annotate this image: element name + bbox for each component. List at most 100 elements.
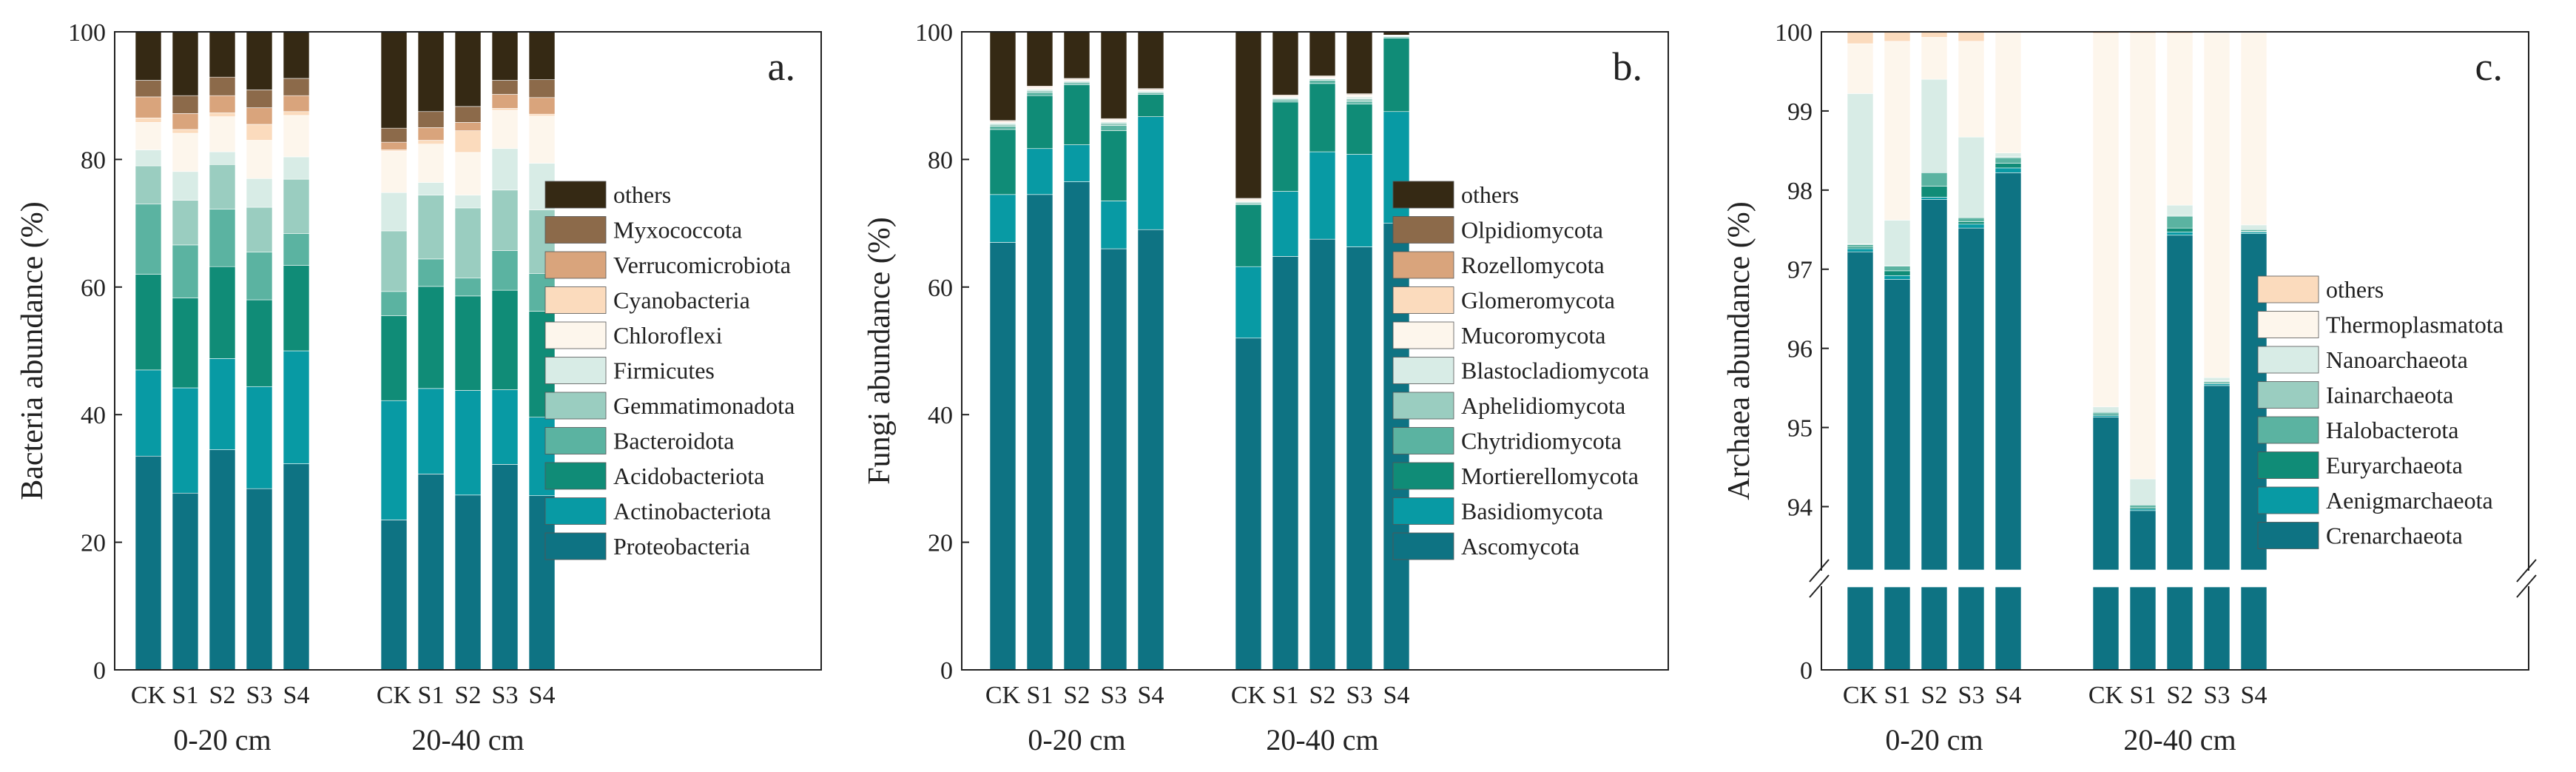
bar-segment-c-7-thermoplasmatota-upper [2129, 33, 2157, 480]
bar-segment-b-4-mortierellomycota [1100, 130, 1127, 201]
bar-segment-c-10-thermoplasmatota-upper [2240, 32, 2268, 226]
bar-segment-a-1-others [135, 31, 162, 81]
bar-segment-a-1-proteobacteria [135, 455, 162, 671]
bar-segment-c-7-euryarchaeota-upper [2129, 507, 2157, 509]
bar-segment-a-8-firmicutes [454, 195, 482, 209]
x-tick-label: S4 [529, 682, 556, 709]
bar-segment-a-3-cyanobacteria [209, 113, 236, 117]
bar-segment-b-2-aphelidiomycota [1026, 90, 1053, 93]
bar-segment-a-5-others [283, 31, 310, 79]
legend-swatch [2257, 275, 2319, 303]
x-tick-label: S4 [1995, 682, 2022, 709]
bar-segment-b-8-ascomycota [1309, 238, 1336, 671]
legend-swatch [1392, 321, 1454, 349]
bar-segment-c-6-halobacterota-upper [2092, 412, 2120, 414]
y-tick-label: 0 [1800, 657, 1813, 685]
legend-swatch [2257, 381, 2319, 409]
legend-swatch [2257, 452, 2319, 479]
bar-segment-b-1-aphelidiomycota [989, 124, 1016, 127]
bar-segment-b-4-ascomycota [1100, 248, 1127, 671]
legend-label: Myxococcota [613, 217, 742, 244]
bar-segment-c-10-nanoarchaeota-upper [2240, 224, 2268, 229]
legend-swatch [1392, 251, 1454, 279]
bar-segment-b-10-mortierellomycota [1383, 38, 1410, 113]
bar-segment-a-9-others [491, 31, 519, 81]
legend-swatch [1392, 427, 1454, 454]
legend-label: Rozellomycota [1461, 252, 1605, 278]
bar-segment-a-2-others [172, 31, 199, 96]
bar-segment-c-1-nanoarchaeota-upper [1847, 93, 1874, 244]
bar-segment-a-1-verrucomicrobiota [135, 96, 162, 118]
bar-segment-a-8-others [454, 31, 482, 107]
bar-segment-a-6-myxococcota [380, 127, 408, 143]
bar-segment-a-2-verrucomicrobiota [172, 113, 199, 130]
bar-segment-b-5-others [1137, 31, 1164, 90]
bar-segment-c-9-thermoplasmatota-upper [2203, 32, 2231, 378]
y-tick-label: 80 [928, 147, 953, 174]
bar-segment-c-1-euryarchaeota-upper [1847, 246, 1874, 249]
bar-segment-c-10-crenarchaeota [2240, 586, 2268, 671]
bar-segment-c-3-halobacterota-upper [1921, 172, 1948, 187]
legend-swatch [1392, 392, 1454, 420]
bar-segment-a-2-acidobacteriota [172, 298, 199, 389]
bar-segment-a-7-verrucomicrobiota [417, 127, 445, 141]
bar-segment-c-8-nanoarchaeota-upper [2166, 204, 2194, 216]
bar-segment-b-1-mortierellomycota [989, 129, 1016, 195]
bar-segment-a-7-firmicutes [417, 182, 445, 195]
bar-segment-a-4-acidobacteriota [246, 299, 273, 387]
legend-swatch [544, 321, 607, 349]
bar-segment-a-4-firmicutes [246, 178, 273, 208]
bar-segment-a-6-chloroflexi [380, 150, 408, 193]
y-tick-label: 40 [928, 402, 953, 429]
bar-segment-a-9-verrucomicrobiota [491, 94, 519, 109]
legend-label: Glomeromycota [1461, 287, 1615, 314]
legend-swatch [1392, 532, 1454, 560]
legend-swatch [1392, 181, 1454, 209]
bar-segment-a-5-gemmatimonadota [283, 178, 310, 234]
bar-segment-b-1-chytridiomycota [989, 126, 1016, 130]
bar-segment-b-6-ascomycota [1235, 338, 1262, 671]
legend-label: Acidobacteriota [613, 463, 764, 489]
x-tick-label: CK [1843, 682, 1878, 709]
x-tick-label: S3 [246, 682, 273, 709]
bar-segment-a-9-myxococcota [491, 80, 519, 95]
legend-label: Bacteroidota [613, 428, 734, 454]
x-tick-label: S3 [1958, 682, 1985, 709]
x-group-label: 20-40 cm [2123, 723, 2236, 756]
legend-label: Proteobacteria [613, 533, 750, 560]
y-tick-label: 0 [93, 657, 106, 685]
y-tick-label: 96 [1787, 336, 1813, 363]
bar-segment-c-8-thermoplasmatota-upper [2166, 33, 2194, 206]
legend-swatch [544, 216, 607, 244]
axis-break-mark-left [1809, 559, 1830, 583]
bar-segment-a-2-bacteroidota [172, 244, 199, 298]
bar-segment-a-1-gemmatimonadota [135, 165, 162, 205]
axis-break-mark-left [1809, 574, 1830, 598]
plot-frame [114, 31, 822, 671]
x-tick-label: S1 [1027, 682, 1053, 709]
bar-segment-b-9-basidiomycota [1346, 154, 1373, 247]
y-axis-label: Bacteria abundance (%) [16, 201, 50, 500]
bar-segment-a-8-bacteroidota [454, 278, 482, 297]
legend-label: Aenigmarchaeota [2326, 487, 2493, 514]
bar-segment-a-1-firmicutes [135, 150, 162, 167]
bar-segment-a-4-bacteroidota [246, 252, 273, 301]
bar-segment-a-3-proteobacteria [209, 449, 236, 671]
y-tick-label: 20 [928, 530, 953, 557]
bar-segment-a-3-bacteroidota [209, 209, 236, 267]
bar-segment-b-6-mortierellomycota [1235, 204, 1262, 267]
legend-swatch [544, 357, 607, 384]
axis-break-gap-right [2512, 571, 2545, 586]
legend-label: Ascomycota [1461, 533, 1579, 560]
bar-segment-a-6-gemmatimonadota [380, 230, 408, 292]
bar-segment-c-5-crenarchaeota-upper [1995, 172, 2022, 571]
y-axis-label: Archaea abundance (%) [1722, 201, 1756, 500]
bar-segment-a-8-actinobacteriota [454, 390, 482, 496]
legend-swatch [1392, 497, 1454, 525]
bar-segment-a-2-proteobacteria [172, 492, 199, 671]
legend-label: Gemmatimonadota [613, 392, 795, 419]
bar-segment-c-5-crenarchaeota [1995, 586, 2022, 671]
y-tick-label: 100 [915, 19, 953, 47]
x-group-label: 20-40 cm [411, 723, 524, 756]
